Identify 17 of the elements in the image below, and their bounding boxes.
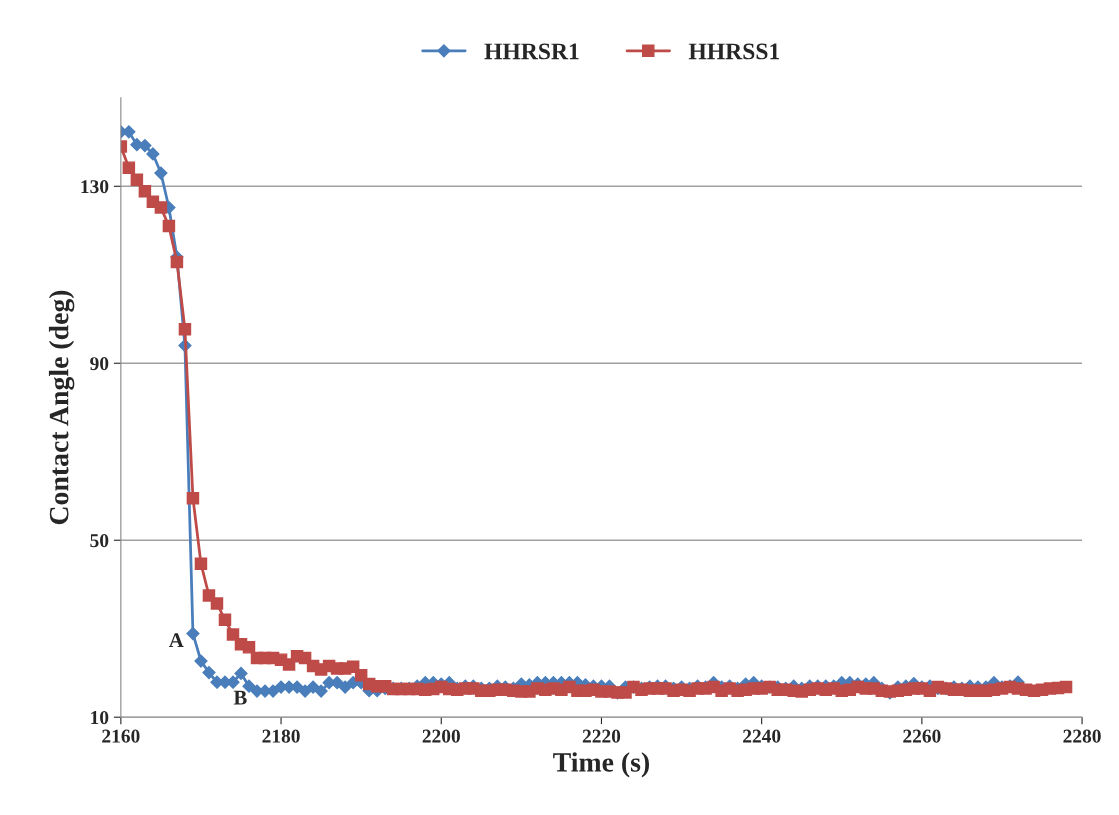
annotation: B [233, 690, 247, 705]
y-axis-title: Contact Angle (deg) [48, 290, 75, 525]
x-tick-label: 2260 [903, 729, 941, 743]
legend-label: HHRSR1 [484, 43, 579, 60]
x-axis-title: Time (s) [553, 752, 649, 778]
x-tick-label: 2240 [743, 729, 781, 743]
x-tick-label: 2220 [582, 729, 621, 743]
legend-label: HHRSS1 [688, 43, 780, 60]
y-tick-label: 50 [90, 534, 109, 548]
x-tick-label: 2180 [262, 729, 300, 743]
annotation: A [168, 633, 184, 647]
x-tick-label: 2200 [422, 729, 460, 743]
y-tick-label: 130 [81, 180, 109, 194]
y-tick-label: 90 [90, 357, 109, 371]
x-tick-label: 2280 [1063, 729, 1101, 743]
x-tick-label: 2160 [102, 729, 140, 743]
y-tick-label: 10 [91, 711, 109, 725]
